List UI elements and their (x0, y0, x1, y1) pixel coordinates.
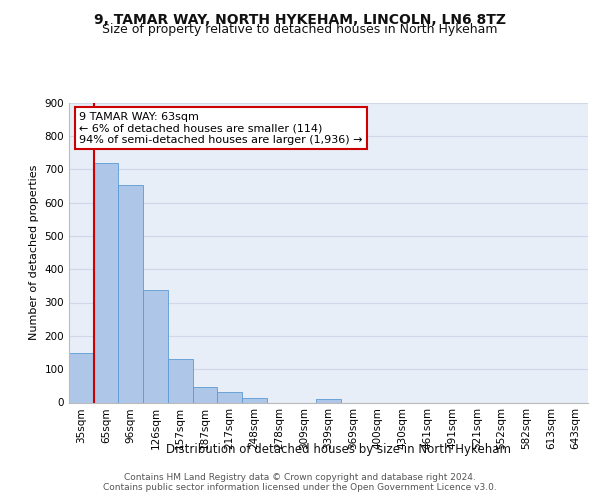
Bar (217, 392, 242, 402)
Y-axis label: Number of detached properties: Number of detached properties (29, 165, 39, 340)
Bar (242, 398, 267, 402)
Bar (316, 398, 341, 402)
Bar (193, 387, 217, 402)
Bar (168, 359, 193, 403)
Bar (118, 185, 143, 402)
Text: Contains public sector information licensed under the Open Government Licence v3: Contains public sector information licen… (103, 482, 497, 492)
Bar (143, 290, 168, 403)
Bar (94, 163, 118, 402)
Bar (69, 352, 94, 403)
Text: Contains HM Land Registry data © Crown copyright and database right 2024.: Contains HM Land Registry data © Crown c… (124, 472, 476, 482)
Text: Distribution of detached houses by size in North Hykeham: Distribution of detached houses by size … (166, 442, 511, 456)
Text: 9, TAMAR WAY, NORTH HYKEHAM, LINCOLN, LN6 8TZ: 9, TAMAR WAY, NORTH HYKEHAM, LINCOLN, LN… (94, 12, 506, 26)
Text: Size of property relative to detached houses in North Hykeham: Size of property relative to detached ho… (102, 24, 498, 36)
Text: 9 TAMAR WAY: 63sqm
← 6% of detached houses are smaller (114)
94% of semi-detache: 9 TAMAR WAY: 63sqm ← 6% of detached hous… (79, 112, 363, 144)
